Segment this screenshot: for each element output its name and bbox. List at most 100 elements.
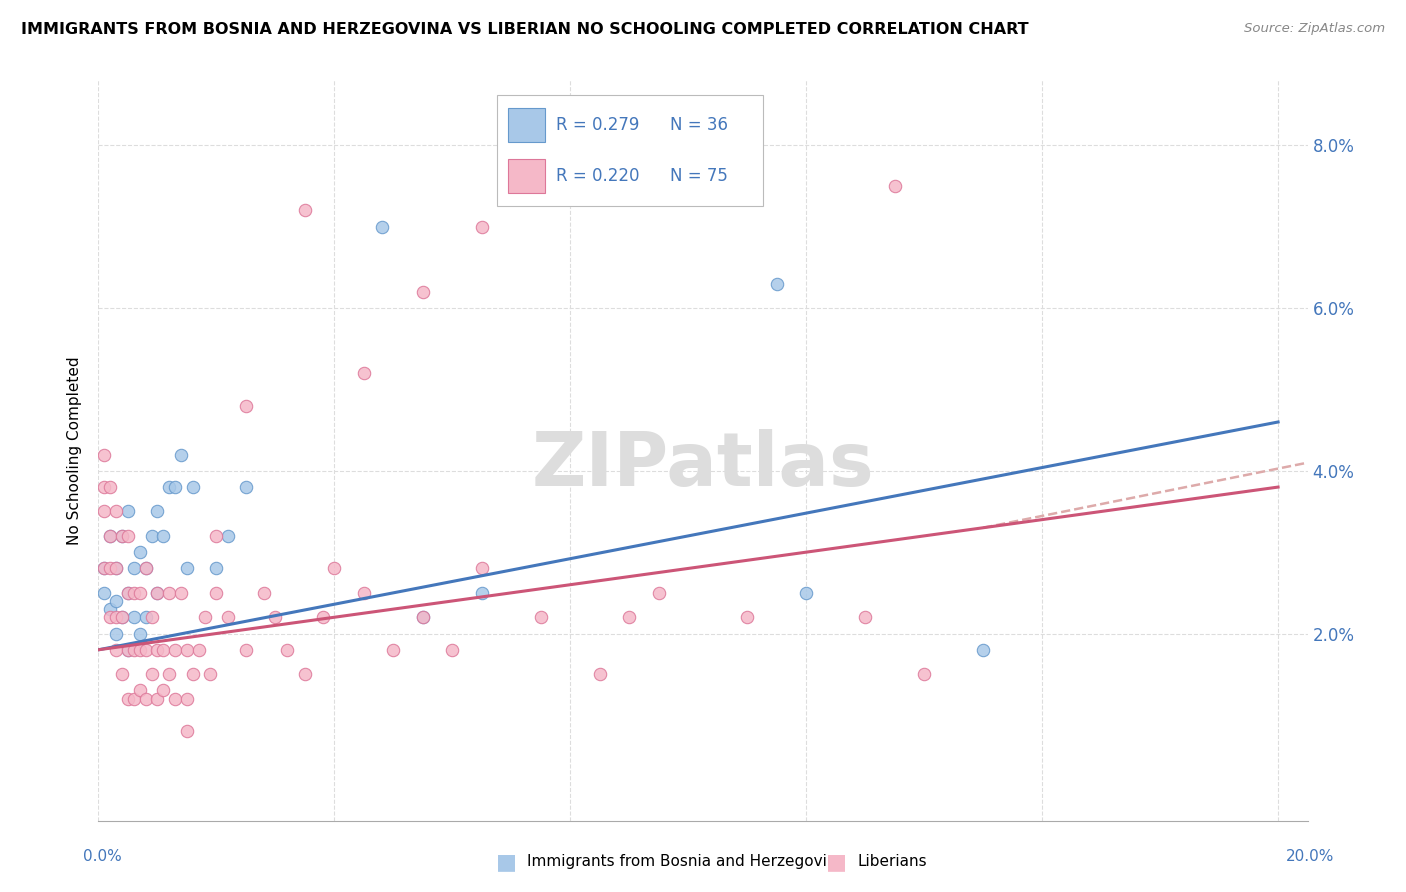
Point xyxy=(205,586,228,600)
Point xyxy=(105,626,128,640)
Point xyxy=(105,504,128,518)
Point xyxy=(170,586,193,600)
Point xyxy=(176,642,198,657)
Point xyxy=(276,642,298,657)
Point xyxy=(128,683,150,698)
Point xyxy=(93,504,115,518)
Point xyxy=(141,667,163,681)
Point xyxy=(735,610,758,624)
Text: 0.0%: 0.0% xyxy=(83,849,122,864)
Point xyxy=(165,480,187,494)
Point xyxy=(441,642,464,657)
Point xyxy=(165,642,187,657)
Point xyxy=(98,610,121,624)
Point xyxy=(471,561,494,575)
Point xyxy=(146,691,169,706)
Point xyxy=(294,667,316,681)
Point xyxy=(176,561,198,575)
Point xyxy=(181,667,204,681)
Point xyxy=(117,504,139,518)
Point xyxy=(157,667,180,681)
Point xyxy=(264,610,287,624)
Point xyxy=(117,691,139,706)
Point xyxy=(530,610,553,624)
Point xyxy=(972,642,994,657)
Point xyxy=(135,561,157,575)
Point xyxy=(135,691,157,706)
Point xyxy=(619,610,641,624)
Point xyxy=(122,586,145,600)
Text: ■: ■ xyxy=(827,852,846,871)
Point xyxy=(98,480,121,494)
Point xyxy=(157,586,180,600)
Point xyxy=(146,642,169,657)
Point xyxy=(93,448,115,462)
Point xyxy=(141,610,163,624)
Point xyxy=(117,642,139,657)
Point xyxy=(117,586,139,600)
Point xyxy=(187,642,209,657)
Point xyxy=(765,277,787,291)
Point xyxy=(412,610,434,624)
Point xyxy=(353,366,375,380)
Point xyxy=(170,448,193,462)
Point xyxy=(128,642,150,657)
Point xyxy=(93,561,115,575)
Point xyxy=(176,724,198,739)
Text: Source: ZipAtlas.com: Source: ZipAtlas.com xyxy=(1244,22,1385,36)
Point xyxy=(105,561,128,575)
Point xyxy=(105,642,128,657)
Point xyxy=(128,586,150,600)
Point xyxy=(117,529,139,543)
Point xyxy=(98,529,121,543)
Point xyxy=(122,610,145,624)
Text: 20.0%: 20.0% xyxy=(1286,849,1334,864)
Point xyxy=(370,219,392,234)
Point xyxy=(135,610,157,624)
Point xyxy=(122,691,145,706)
Point xyxy=(165,691,187,706)
Text: Liberians: Liberians xyxy=(858,855,928,869)
Point xyxy=(146,586,169,600)
Point xyxy=(200,667,222,681)
Text: Immigrants from Bosnia and Herzegovina: Immigrants from Bosnia and Herzegovina xyxy=(527,855,846,869)
Point xyxy=(117,642,139,657)
Point xyxy=(111,529,134,543)
Point xyxy=(217,529,239,543)
Point xyxy=(98,561,121,575)
Point xyxy=(135,561,157,575)
Point xyxy=(152,683,174,698)
Point xyxy=(311,610,333,624)
Text: ■: ■ xyxy=(496,852,516,871)
Point xyxy=(111,610,134,624)
Point xyxy=(382,642,405,657)
Point xyxy=(135,642,157,657)
Point xyxy=(93,561,115,575)
Point xyxy=(157,480,180,494)
Point xyxy=(122,561,145,575)
Point xyxy=(105,594,128,608)
Point xyxy=(146,504,169,518)
Point xyxy=(205,529,228,543)
Point xyxy=(98,529,121,543)
Point xyxy=(105,610,128,624)
Point xyxy=(205,561,228,575)
Point xyxy=(181,480,204,494)
Text: IMMIGRANTS FROM BOSNIA AND HERZEGOVINA VS LIBERIAN NO SCHOOLING COMPLETED CORREL: IMMIGRANTS FROM BOSNIA AND HERZEGOVINA V… xyxy=(21,22,1029,37)
Point xyxy=(912,667,935,681)
Point xyxy=(194,610,217,624)
Point xyxy=(122,642,145,657)
Point xyxy=(794,586,817,600)
Point xyxy=(235,399,257,413)
Text: ZIPatlas: ZIPatlas xyxy=(531,429,875,502)
Point xyxy=(235,642,257,657)
Point xyxy=(471,586,494,600)
Point xyxy=(128,626,150,640)
Point xyxy=(93,586,115,600)
Point xyxy=(146,586,169,600)
Point xyxy=(111,667,134,681)
Point xyxy=(217,610,239,624)
Point xyxy=(323,561,346,575)
Point xyxy=(93,480,115,494)
Point xyxy=(589,667,612,681)
